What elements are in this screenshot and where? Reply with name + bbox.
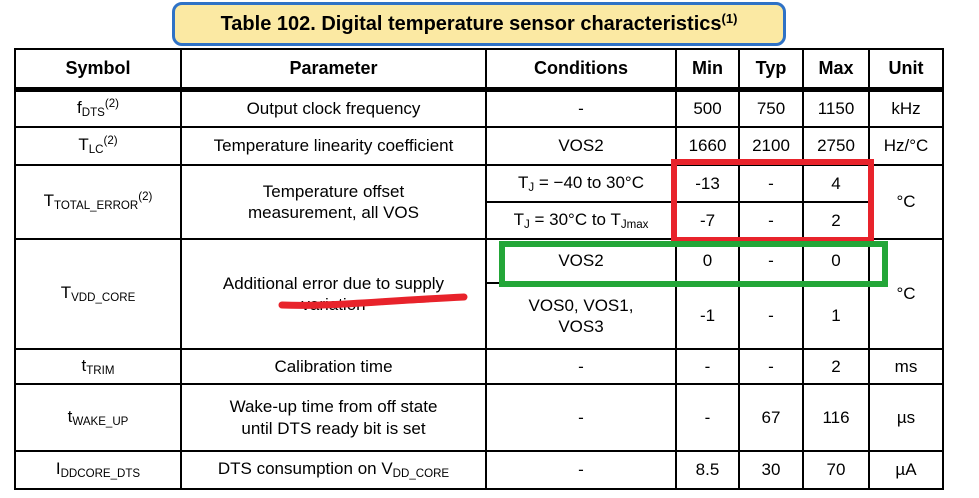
cell-max: 2750: [802, 126, 870, 166]
cell-parameter: Output clock frequency: [180, 88, 487, 128]
symbol-base: t: [81, 355, 87, 375]
cell-condition: -: [485, 348, 677, 385]
row-trim: tTRIM Calibration time - - - 2 ms: [14, 348, 944, 385]
symbol-sub: DTS: [81, 107, 105, 120]
cell-unit: µs: [868, 383, 944, 452]
cell-condition: TJ = 30°C to TJmax: [485, 201, 677, 240]
cell-condition: VOS2: [485, 238, 677, 284]
symbol-base: T: [60, 283, 72, 303]
cell-symbol: IDDCORE_DTS: [14, 450, 182, 490]
footnote-ref-2: (2): [138, 191, 153, 204]
cell-max: 1150: [802, 88, 870, 128]
footnote-ref-2: (2): [104, 98, 119, 111]
cell-parameter: Temperature linearity coefficient: [180, 126, 487, 166]
cell-min: -: [675, 383, 740, 452]
cell-min: 500: [675, 88, 740, 128]
symbol-sub: TOTAL_ERROR: [53, 200, 139, 213]
cell-unit: °C: [868, 164, 944, 240]
row-wake-up: tWAKE_UP Wake-up time from off state unt…: [14, 383, 944, 452]
symbol-sub: TRIM: [86, 364, 115, 377]
cell-parameter: Calibration time: [180, 348, 487, 385]
header-max: Max: [802, 48, 870, 92]
cell-parameter: Temperature offset measurement, all VOS: [180, 164, 487, 240]
cell-max: 4: [802, 164, 870, 203]
cell-condition: TJ = −40 to 30°C: [485, 164, 677, 203]
cell-typ: 2100: [738, 126, 804, 166]
cell-typ: 30: [738, 450, 804, 490]
cell-typ: 67: [738, 383, 804, 452]
symbol-base: T: [78, 135, 89, 155]
row-fdts: fDTS(2) Output clock frequency - 500 750…: [14, 88, 944, 128]
header-min: Min: [675, 48, 740, 92]
footnote-ref-2: (2): [103, 135, 118, 148]
header-conditions: Conditions: [485, 48, 677, 92]
cell-max: 0: [802, 238, 870, 284]
row-vdd-core-a: TVDD_CORE Additional error due to supply…: [14, 238, 944, 350]
cell-typ: -: [738, 348, 804, 385]
cell-condition: -: [485, 88, 677, 128]
row-total-error-a: TTOTAL_ERROR(2) Temperature offset measu…: [14, 164, 944, 240]
cell-symbol: TLC(2): [14, 126, 182, 166]
cell-unit: kHz: [868, 88, 944, 128]
row-tlc: TLC(2) Temperature linearity coefficient…: [14, 126, 944, 166]
header-row: Symbol Parameter Conditions Min Typ Max …: [14, 48, 944, 92]
cell-parameter: DTS consumption on VDD_CORE: [180, 450, 487, 490]
cell-typ: -: [738, 238, 804, 284]
row-total-error-b: TJ = 30°C to TJmax -7 - 2: [15, 201, 943, 240]
cell-typ: 750: [738, 88, 804, 128]
cell-parameter: Additional error due to supply variation: [180, 238, 487, 350]
cell-symbol: TVDD_CORE: [14, 238, 182, 350]
cell-symbol: fDTS(2): [14, 88, 182, 128]
cell-min: 0: [675, 238, 740, 284]
cell-unit: µA: [868, 450, 944, 490]
cell-min: 1660: [675, 126, 740, 166]
cell-parameter: Wake-up time from off state until DTS re…: [180, 383, 487, 452]
cell-condition: VOS0, VOS1, VOS3: [485, 282, 677, 350]
cell-min: 8.5: [675, 450, 740, 490]
cell-typ: -: [738, 164, 804, 203]
symbol-sub: WAKE_UP: [72, 415, 129, 428]
cell-unit: Hz/°C: [868, 126, 944, 166]
cell-max: 70: [802, 450, 870, 490]
cell-unit: ms: [868, 348, 944, 385]
cell-symbol: tWAKE_UP: [14, 383, 182, 452]
cell-condition: VOS2: [485, 126, 677, 166]
symbol-base: T: [43, 191, 54, 211]
cell-unit: °C: [868, 238, 944, 350]
cell-max: 2: [802, 348, 870, 385]
cell-symbol: tTRIM: [14, 348, 182, 385]
table-title-text: Table 102. Digital temperature sensor ch…: [220, 12, 722, 35]
cell-max: 2: [802, 201, 870, 240]
cell-typ: -: [738, 282, 804, 350]
cell-symbol: TTOTAL_ERROR(2): [14, 164, 182, 240]
symbol-sub: DDCORE_DTS: [60, 468, 141, 481]
symbol-base: t: [67, 406, 73, 426]
cell-condition: -: [485, 383, 677, 452]
header-unit: Unit: [868, 48, 944, 92]
cell-min: -13: [675, 164, 740, 203]
table-title: Table 102. Digital temperature sensor ch…: [172, 2, 786, 46]
cell-typ: -: [738, 201, 804, 240]
symbol-base: I: [55, 459, 61, 479]
cell-max: 1: [802, 282, 870, 350]
cell-condition: -: [485, 450, 677, 490]
header-parameter: Parameter: [180, 48, 487, 92]
header-symbol: Symbol: [14, 48, 182, 92]
symbol-sub: LC: [88, 144, 104, 157]
row-iddcore-dts: IDDCORE_DTS DTS consumption on VDD_CORE …: [14, 450, 944, 490]
cell-min: -: [675, 348, 740, 385]
spec-table: Symbol Parameter Conditions Min Typ Max …: [14, 48, 944, 490]
cell-min: -7: [675, 201, 740, 240]
footnote-ref-1: (1): [721, 10, 738, 26]
symbol-base: f: [77, 97, 82, 117]
cell-min: -1: [675, 282, 740, 350]
cell-max: 116: [802, 383, 870, 452]
symbol-sub: VDD_CORE: [71, 292, 136, 305]
header-typ: Typ: [738, 48, 804, 92]
